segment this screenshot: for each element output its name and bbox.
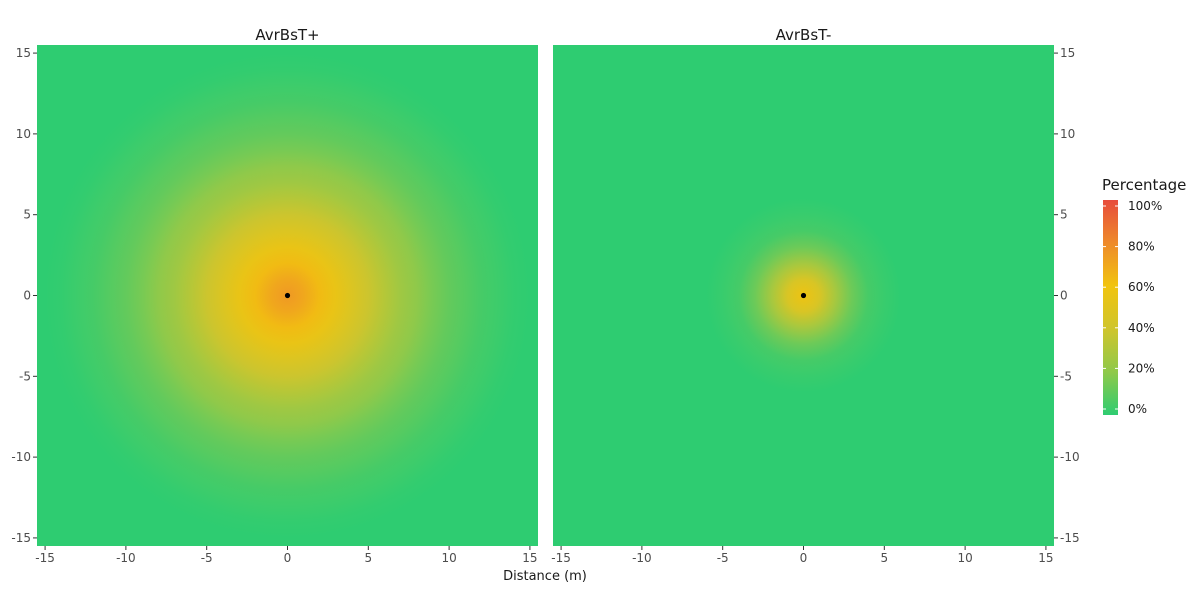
- y-tick-label: -15: [1060, 531, 1080, 545]
- legend-label: 0%: [1128, 402, 1147, 416]
- x-tick-label: 0: [284, 551, 292, 565]
- legend-colorbar: [1103, 200, 1118, 415]
- x-tick-label: -5: [201, 551, 213, 565]
- y-tick-label: 0: [23, 289, 31, 303]
- y-tick-label: -10: [11, 450, 31, 464]
- x-tick-label: -15: [551, 551, 571, 565]
- y-tick-label: 5: [1060, 208, 1068, 222]
- panel-1: AvrBsT+ -15 -10 -5 0 5 10 15 -15 -10 -5 0 5 10 15: [11, 26, 538, 565]
- center-point: [284, 292, 291, 299]
- y-tick-label: 15: [1060, 46, 1075, 60]
- legend-label: 100%: [1128, 199, 1162, 213]
- legend-label: 20%: [1128, 361, 1155, 375]
- x-tick-label: -10: [632, 551, 652, 565]
- x-tick-label: 5: [364, 551, 372, 565]
- y-tick-label: 15: [16, 46, 31, 60]
- panel-2: AvrBsT- -15 -10 -5 0 5 10 15 -15 -10 -5 0 5 10 15: [551, 26, 1079, 565]
- x-tick-label: -5: [717, 551, 729, 565]
- x-tick-label: -15: [35, 551, 55, 565]
- x-tick-label: 5: [880, 551, 888, 565]
- x-tick-label: 10: [441, 551, 456, 565]
- x-tick-label: 15: [1038, 551, 1053, 565]
- y-tick-label: 5: [23, 208, 31, 222]
- x-tick-label: -10: [116, 551, 136, 565]
- legend-label: 40%: [1128, 321, 1155, 335]
- y-tick-label: -10: [1060, 450, 1080, 464]
- legend-title: Percentage: [1102, 176, 1186, 194]
- y-tick-label: -5: [1060, 369, 1072, 383]
- y-tick-label: 10: [16, 127, 31, 141]
- x-tick-label: 15: [522, 551, 537, 565]
- x-tick-label: 10: [957, 551, 972, 565]
- center-point: [800, 292, 807, 299]
- x-axis-title: Distance (m): [503, 569, 587, 584]
- legend-label: 80%: [1128, 240, 1155, 254]
- legend: Percentage 0% 20% 40% 60% 80% 100%: [1102, 176, 1186, 416]
- legend-label: 60%: [1128, 280, 1155, 294]
- panel-title: AvrBsT+: [255, 26, 319, 44]
- y-tick-label: 10: [1060, 127, 1075, 141]
- y-tick-label: -5: [19, 369, 31, 383]
- y-tick-label: -15: [11, 531, 31, 545]
- panel-title: AvrBsT-: [776, 26, 832, 44]
- y-tick-label: 0: [1060, 289, 1068, 303]
- x-tick-label: 0: [800, 551, 808, 565]
